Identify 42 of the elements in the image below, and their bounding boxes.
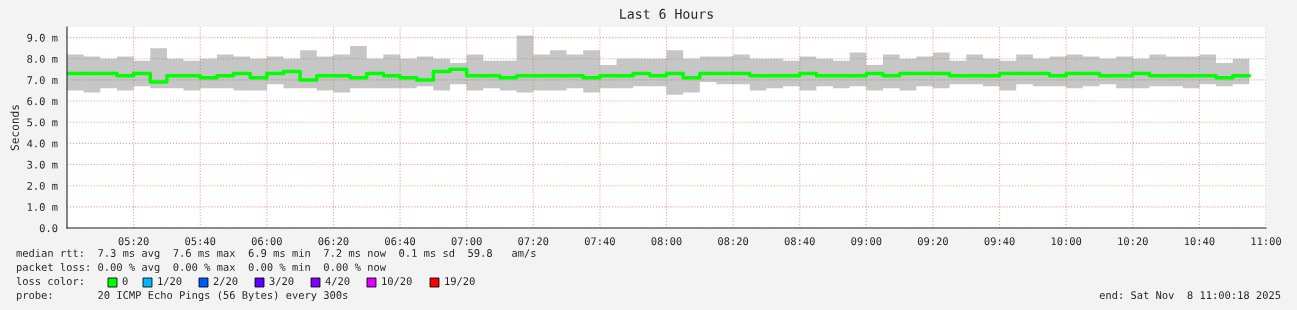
text: median rtt: 7.3 ms avg 7.6 ms max 6.9 ms min 7.2 ms now 0.1 ms sd 59.8 am/s — [16, 248, 536, 260]
x-tick-label: 07:20 — [518, 237, 549, 246]
text: probe: 20 ICMP Echo Pings (56 Bytes) every 300s — [16, 290, 348, 302]
y-tick-label: 4.0 m — [27, 139, 58, 148]
y-tick-label: 5.0 m — [27, 118, 58, 127]
y-tick-label: 2.0 m — [27, 181, 58, 190]
text: 19/20 — [445, 277, 475, 286]
text: loss color: — [16, 276, 83, 286]
x-tick-label: 10:00 — [1051, 237, 1082, 246]
y-tick-label: 6.0 m — [27, 97, 58, 106]
y-axis-title: Seconds — [10, 105, 19, 151]
x-tick-label: 07:00 — [451, 237, 482, 246]
y-tick-label: 7.0 m — [27, 76, 58, 85]
x-tick-label: 09:20 — [917, 237, 948, 246]
x-tick-label: 08:00 — [651, 237, 682, 246]
x-tick-label: 09:40 — [984, 237, 1015, 246]
x-tick-label: 07:40 — [584, 237, 615, 246]
text: 10/20 — [382, 277, 412, 286]
x-tick-label: 10:40 — [1184, 237, 1215, 246]
x-tick-label: 05:40 — [185, 237, 216, 246]
x-tick-label: 09:00 — [851, 237, 882, 246]
y-tick-label: 9.0 m — [27, 33, 58, 42]
x-tick-label: 06:40 — [385, 237, 416, 246]
y-tick-label: 0.0 — [39, 224, 58, 233]
x-tick-label: 08:20 — [718, 237, 749, 246]
text: 0 — [122, 277, 128, 286]
x-tick-label: 06:00 — [251, 237, 282, 246]
y-tick-label: 8.0 m — [27, 54, 58, 63]
x-tick-label: 10:20 — [1118, 237, 1148, 246]
text: packet loss: 0.00 % avg 0.00 % max 0.00 % min 0.00 % now — [16, 262, 387, 274]
text: end: Sat Nov 8 11:00:18 2025 — [1099, 290, 1281, 300]
text: 4/20 — [325, 277, 350, 286]
chart-title: Last 6 Hours — [620, 8, 713, 19]
text: 2/20 — [213, 277, 238, 286]
x-tick-label: 11:00 — [1251, 237, 1281, 246]
y-tick-label: 3.0 m — [27, 160, 58, 169]
text: 1/20 — [158, 277, 182, 286]
y-tick-label: 1.0 m — [27, 203, 58, 211]
x-tick-label: 06:20 — [318, 237, 349, 246]
x-tick-label: 05:20 — [118, 237, 149, 246]
text: 3/20 — [269, 277, 294, 286]
x-tick-label: 08:40 — [784, 237, 815, 246]
